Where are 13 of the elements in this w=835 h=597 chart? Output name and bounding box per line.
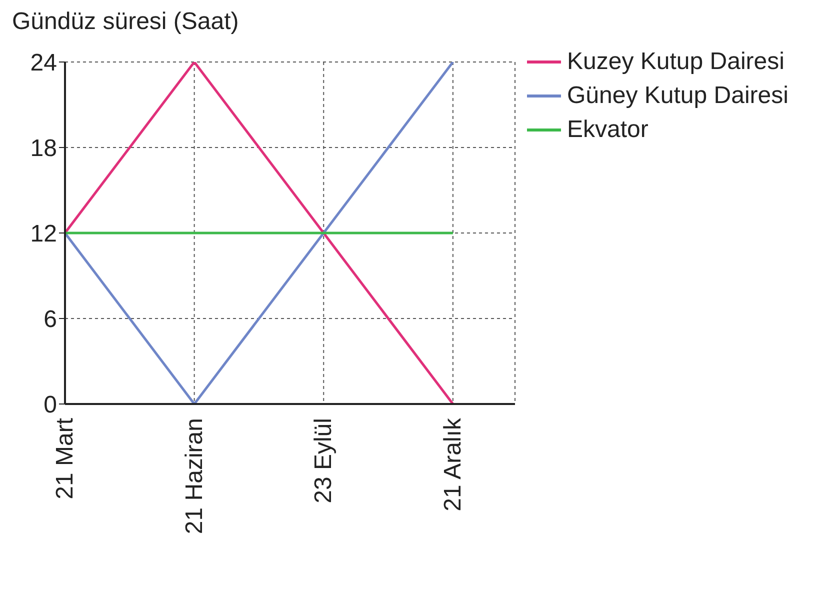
x-tick-label: 23 Eylül — [310, 418, 338, 504]
y-tick-label: 0 — [44, 392, 57, 419]
y-axis-title: Gündüz süresi (Saat) — [12, 8, 239, 36]
y-tick-label: 6 — [44, 306, 57, 334]
y-tick-label: 12 — [30, 220, 57, 248]
legend-label: Güney Kutup Dairesi — [567, 82, 788, 110]
y-tick-label: 24 — [30, 50, 57, 77]
x-tick-label: 21 Mart — [52, 418, 78, 500]
legend-label: Ekvator — [567, 116, 648, 144]
y-tick-label: 18 — [30, 135, 57, 162]
legend-label: Kuzey Kutup Dairesi — [567, 48, 784, 76]
x-tick-label: 21 Aralık — [439, 417, 466, 512]
x-tick-label: 21 Haziran — [180, 418, 208, 534]
